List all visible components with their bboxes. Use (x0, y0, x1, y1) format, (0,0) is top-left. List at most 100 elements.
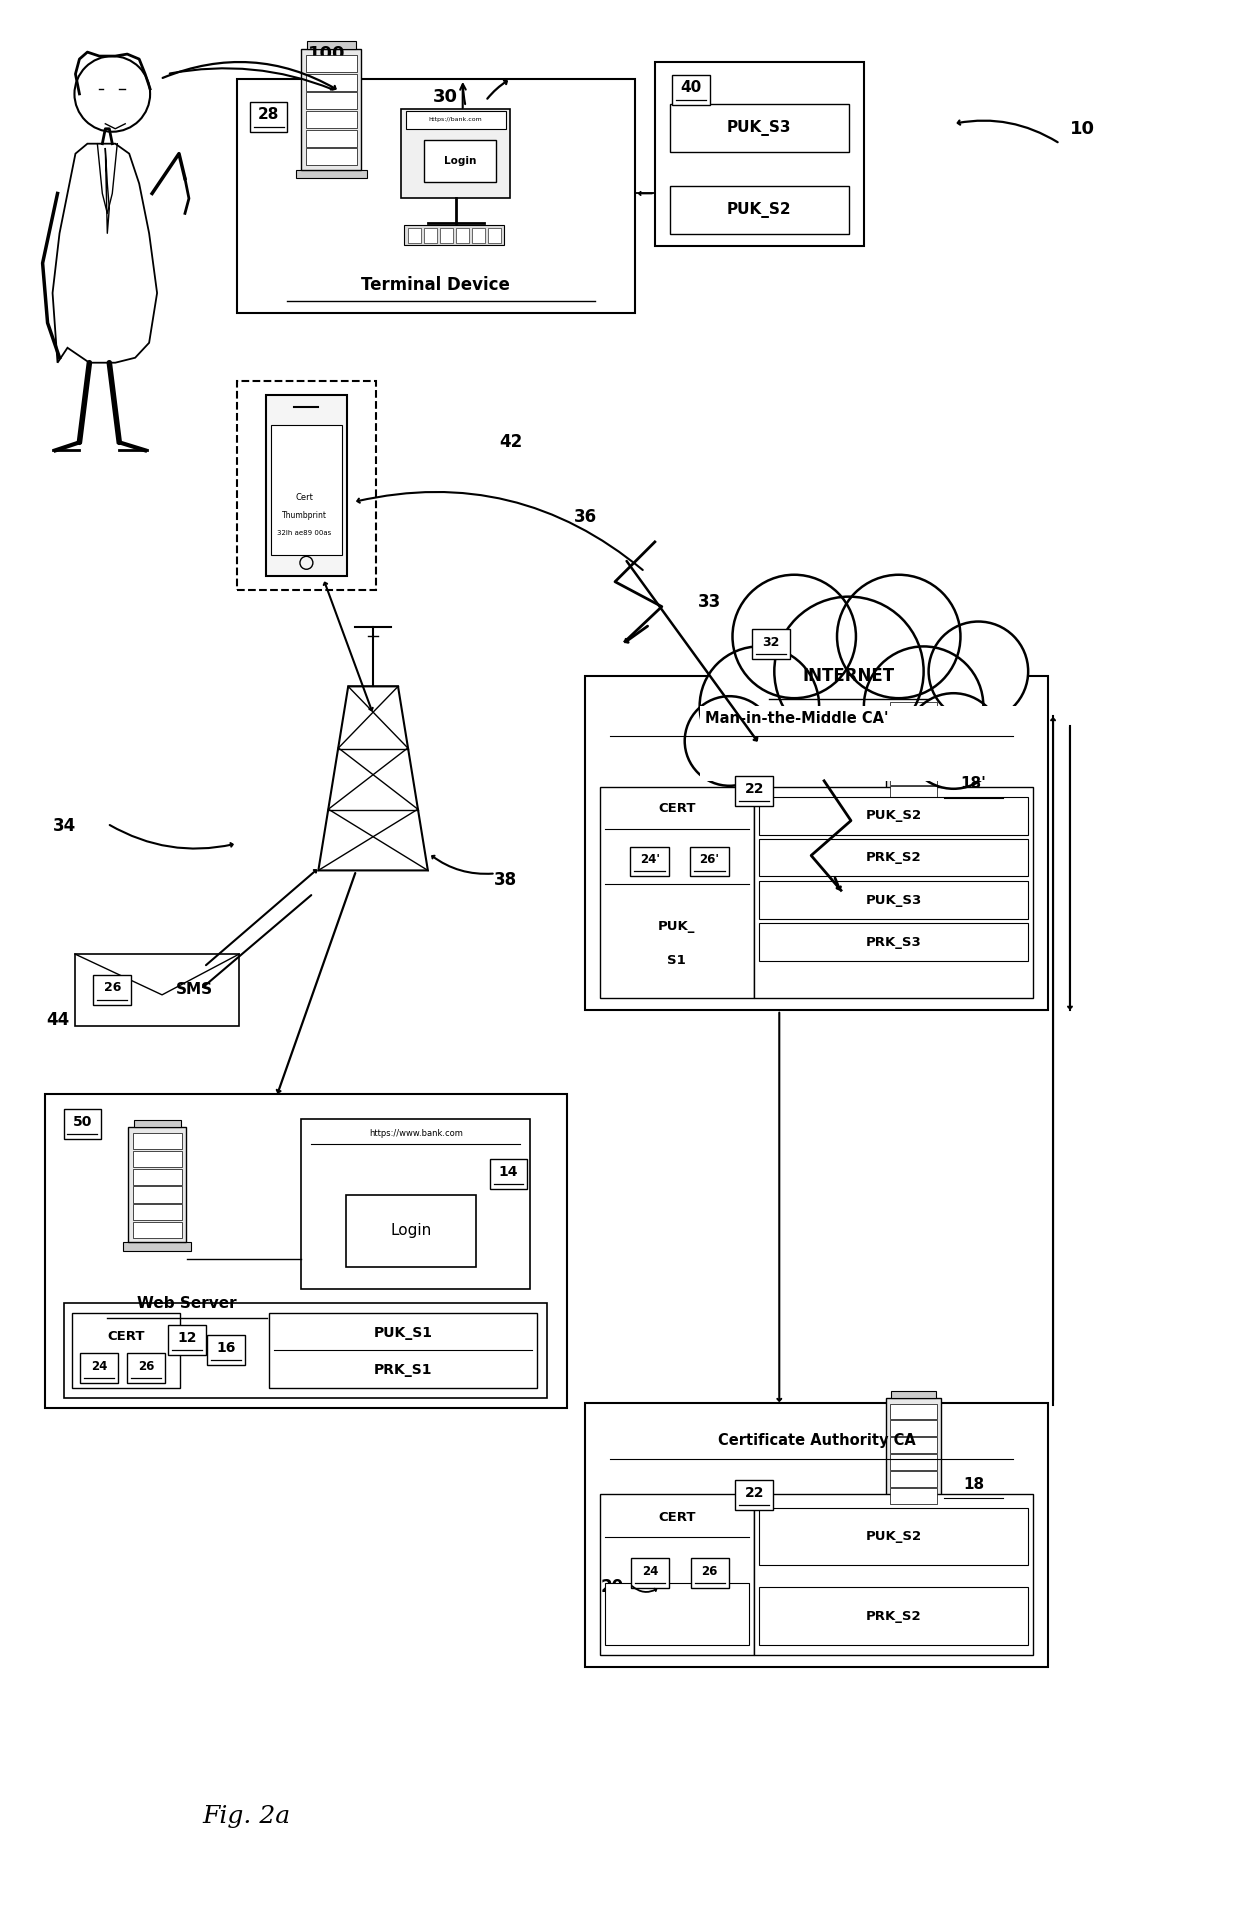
Bar (404, 225, 503, 244)
Bar (890, 1488, 937, 1503)
Bar (890, 718, 937, 733)
Text: PUK_S2: PUK_S2 (866, 1530, 921, 1544)
Text: PUK_S1: PUK_S1 (373, 1326, 433, 1340)
Text: Web Server: Web Server (138, 1296, 237, 1311)
Bar (882, 807, 946, 814)
Bar (631, 1559, 668, 1588)
Bar (759, 882, 1028, 920)
Text: Cert: Cert (295, 493, 314, 502)
Text: CERT: CERT (108, 1330, 145, 1344)
Bar (133, 1222, 181, 1238)
Bar (305, 73, 357, 90)
Bar (249, 102, 288, 131)
Bar (585, 676, 1048, 1011)
Bar (74, 955, 239, 1026)
Bar (655, 62, 864, 246)
Bar (670, 104, 849, 152)
Bar (892, 689, 936, 697)
Text: 10: 10 (1070, 119, 1095, 139)
Text: PRK_S1: PRK_S1 (373, 1363, 433, 1376)
Bar (699, 706, 1018, 782)
Bar (600, 787, 754, 997)
Bar (295, 169, 367, 179)
Text: 32: 32 (763, 635, 780, 649)
Bar (605, 1582, 749, 1646)
Bar (169, 1326, 206, 1355)
Bar (305, 112, 357, 127)
Bar (759, 839, 1028, 876)
Bar (237, 381, 376, 589)
Text: 24: 24 (92, 1359, 108, 1373)
Bar (735, 776, 774, 807)
Bar (424, 141, 496, 181)
Bar (63, 1109, 102, 1140)
Text: S1: S1 (667, 953, 686, 966)
Circle shape (905, 693, 1001, 789)
Circle shape (774, 597, 924, 747)
Bar (890, 1421, 937, 1436)
Bar (759, 797, 1028, 835)
Text: 24': 24' (640, 853, 660, 866)
Bar (670, 187, 849, 235)
Text: PUK_: PUK_ (658, 920, 696, 934)
Text: PRK_S2: PRK_S2 (866, 1609, 921, 1623)
Text: 18': 18' (961, 776, 986, 791)
Bar (305, 148, 357, 166)
Bar (128, 1128, 186, 1242)
Bar (301, 50, 361, 169)
Bar (64, 1303, 547, 1398)
Bar (133, 1205, 181, 1220)
Bar (890, 735, 937, 751)
Text: 33: 33 (698, 593, 722, 610)
Bar (128, 1353, 165, 1382)
Circle shape (929, 622, 1028, 722)
Text: Terminal Device: Terminal Device (361, 275, 511, 295)
Text: 28: 28 (258, 108, 279, 123)
Text: 32lh ae89 00as: 32lh ae89 00as (278, 529, 331, 535)
Bar (887, 697, 941, 807)
Text: 16: 16 (216, 1342, 236, 1355)
Text: PUK_S3: PUK_S3 (727, 119, 791, 137)
Text: 22: 22 (745, 1486, 764, 1500)
Bar (882, 1507, 946, 1515)
Text: 14: 14 (498, 1165, 518, 1178)
Text: 26: 26 (104, 982, 122, 995)
Bar (408, 229, 420, 243)
Bar (691, 847, 729, 876)
Text: 38: 38 (494, 872, 517, 889)
Bar (269, 1313, 537, 1388)
Text: SMS: SMS (176, 982, 213, 997)
Bar (72, 1313, 180, 1388)
Text: PUK_S3: PUK_S3 (866, 893, 921, 907)
Bar (759, 1507, 1028, 1565)
Circle shape (684, 697, 774, 785)
Text: CERT: CERT (658, 803, 696, 814)
Circle shape (837, 576, 961, 699)
Bar (890, 1438, 937, 1453)
Bar (890, 770, 937, 785)
Text: PUK_S2: PUK_S2 (866, 808, 921, 822)
Bar (890, 785, 937, 801)
Bar (306, 42, 356, 50)
Text: 34: 34 (53, 816, 76, 835)
Text: 22: 22 (745, 782, 764, 795)
Text: 12: 12 (177, 1332, 197, 1346)
Bar (133, 1134, 181, 1149)
Bar (585, 1403, 1048, 1667)
Bar (305, 56, 357, 71)
Circle shape (699, 647, 820, 766)
Text: 44: 44 (46, 1011, 69, 1028)
Bar (754, 787, 1033, 997)
Text: Login: Login (444, 156, 476, 166)
Text: Certificate Authority CA: Certificate Authority CA (718, 1434, 915, 1448)
Bar (754, 1494, 1033, 1656)
Bar (133, 1168, 181, 1184)
Bar (890, 1403, 937, 1419)
Bar (301, 1118, 531, 1288)
Bar (487, 229, 501, 243)
Bar (270, 425, 342, 554)
Bar (133, 1186, 181, 1203)
Text: PUK_S2: PUK_S2 (727, 202, 791, 218)
Text: Thumbprint: Thumbprint (281, 510, 327, 520)
Bar (207, 1336, 244, 1365)
